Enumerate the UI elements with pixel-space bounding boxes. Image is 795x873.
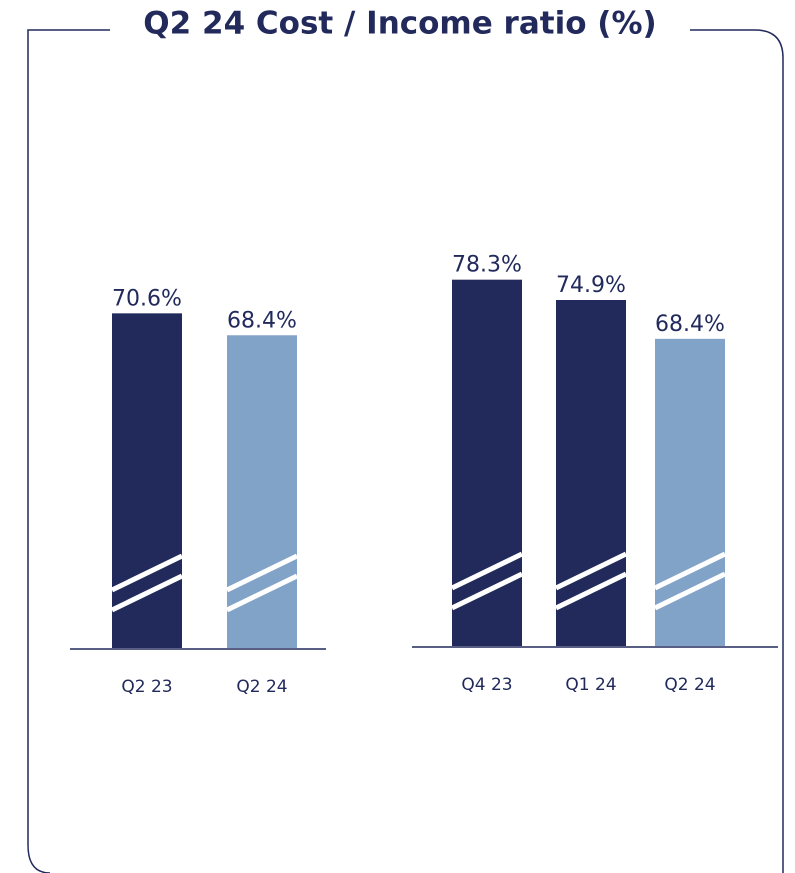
axis-break — [225, 553, 299, 593]
value-label: 68.4% — [227, 308, 297, 333]
axis-break — [110, 573, 184, 613]
value-label: 68.4% — [655, 312, 725, 337]
value-label: 78.3% — [452, 253, 522, 278]
value-label: 74.9% — [556, 273, 626, 298]
axis-break — [554, 571, 628, 611]
axis-break — [450, 551, 524, 591]
x-tick-label: Q4 23 — [461, 675, 512, 695]
axis-break — [110, 553, 184, 593]
x-tick-label: Q2 23 — [121, 677, 172, 697]
bar — [655, 338, 725, 646]
chart-title: Q2 24 Cost / Income ratio (%) — [143, 6, 656, 42]
x-tick-label: Q2 24 — [664, 675, 715, 695]
value-label: 70.6% — [112, 286, 182, 311]
x-tick-label: Q2 24 — [236, 677, 287, 697]
axis-break — [653, 571, 727, 611]
axis-break — [653, 551, 727, 591]
bar — [556, 299, 626, 646]
axis-break — [225, 573, 299, 613]
axis-break — [554, 551, 628, 591]
axis-break — [450, 571, 524, 611]
bar — [227, 335, 297, 648]
bar — [112, 313, 182, 648]
x-tick-label: Q1 24 — [565, 675, 616, 695]
